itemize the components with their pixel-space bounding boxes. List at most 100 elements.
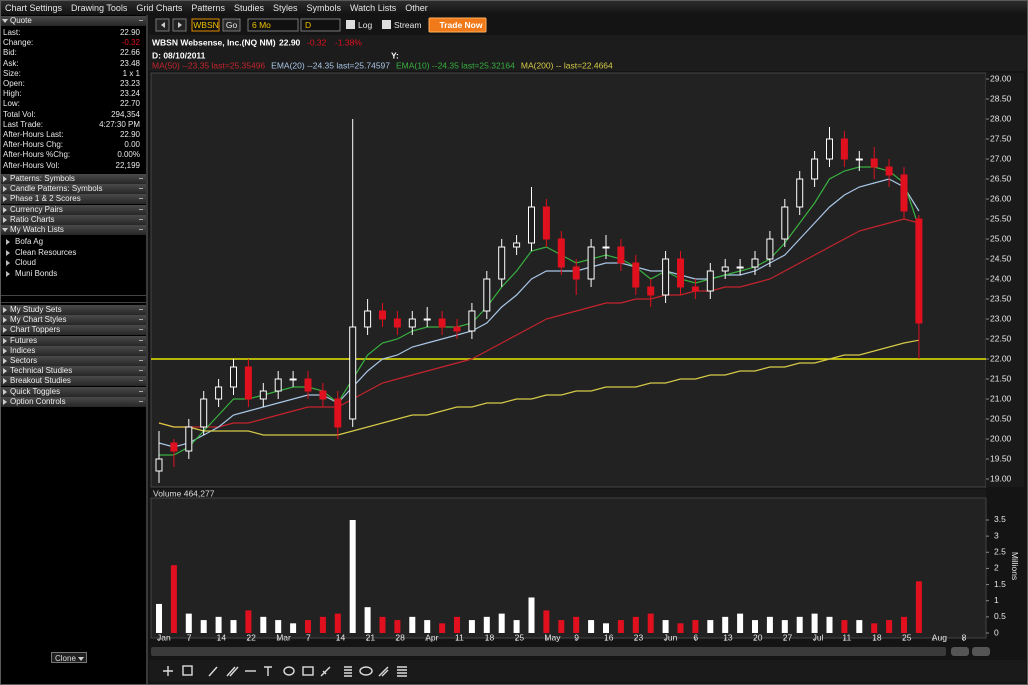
panel-header[interactable]: Quick Toggles <box>1 386 146 397</box>
y-tick-label: 21.00 <box>990 393 1012 403</box>
menu-item[interactable]: Other <box>405 3 428 13</box>
menu-item[interactable]: Drawing Tools <box>71 3 128 13</box>
select-tool[interactable] <box>182 665 193 676</box>
panel-header[interactable]: Futures <box>1 335 146 346</box>
x-tick-label: 25 <box>515 632 525 642</box>
candle-body <box>393 318 401 328</box>
zoom-in[interactable] <box>951 647 969 656</box>
quote-header[interactable]: Quote <box>1 16 146 26</box>
panel-header[interactable]: Option Controls <box>1 396 146 407</box>
volume-bar <box>513 620 520 633</box>
zoom-out[interactable] <box>972 647 990 656</box>
x-tick-label: Apr <box>425 632 438 642</box>
legend-entry: MA(200) -- last=22.4664 <box>521 60 613 70</box>
quote-row: Ask: 23.48 <box>3 59 140 69</box>
watch-list-item[interactable]: Cloud <box>6 258 36 268</box>
legend-entry: EMA(20) --24.35 last=25.74597 <box>271 60 390 70</box>
volume-bar <box>319 616 326 633</box>
quote-row: After-Hours Chg: 0.00 <box>3 140 140 150</box>
panel-header[interactable]: Phase 1 & 2 Scores <box>1 194 146 205</box>
chart-title: WBSN Websense, Inc.(NQ NM) <box>152 37 276 47</box>
x-tick-label: 8 <box>962 632 967 642</box>
quote-label: After-Hours %Chg: <box>3 150 71 160</box>
volume-bar <box>543 610 550 633</box>
y-tick-label: 20.00 <box>990 433 1012 443</box>
drawing-tools[interactable] <box>163 665 407 677</box>
panel-header[interactable]: Indices <box>1 345 146 356</box>
scrollbar[interactable] <box>151 647 946 656</box>
ma-line <box>158 178 920 448</box>
go-text: Go <box>226 20 238 30</box>
rect-tool[interactable] <box>302 666 314 676</box>
y2-tick-label: 3.5 <box>994 514 1006 524</box>
period-select[interactable] <box>247 18 299 32</box>
panel-header[interactable]: Chart Toppers <box>1 325 146 336</box>
candle-body <box>259 390 267 400</box>
menu-item[interactable]: Styles <box>272 3 298 13</box>
menu-item[interactable]: Watch Lists <box>350 3 397 13</box>
panel-header[interactable]: Candle Patterns: Symbols <box>1 184 146 195</box>
panel-header[interactable]: My Chart Styles <box>1 315 146 326</box>
clone-select[interactable]: Clone <box>51 652 87 663</box>
log-checkbox[interactable] <box>346 20 355 29</box>
volume-bar <box>454 616 460 633</box>
trade-now-button[interactable] <box>428 17 487 33</box>
panel-header[interactable]: Breakout Studies <box>1 376 146 387</box>
panel-header[interactable]: Ratio Charts <box>1 214 146 225</box>
panel-header[interactable]: Currency Pairs <box>1 204 146 215</box>
volume-bar <box>394 620 401 633</box>
menu-item[interactable]: Grid Charts <box>136 3 183 13</box>
volume-bar <box>468 620 475 633</box>
quote-label: After-Hours Vol: <box>3 160 60 170</box>
fan-tool[interactable] <box>378 666 389 677</box>
candle-body <box>379 310 386 320</box>
channel-tool[interactable] <box>226 666 239 677</box>
watch-lists-header[interactable]: My Watch Lists <box>1 225 146 235</box>
menu-item[interactable]: Symbols <box>306 3 342 13</box>
panel-header[interactable]: Sectors <box>1 356 146 366</box>
panel-header[interactable]: My Study Sets <box>1 305 146 315</box>
stream-checkbox[interactable] <box>382 20 391 29</box>
panel-header[interactable]: Patterns: Symbols <box>1 174 146 184</box>
watch-list-item[interactable]: Clean Resources <box>5 247 77 257</box>
ellipse-tool[interactable] <box>283 666 295 676</box>
menu-item[interactable]: Patterns <box>191 3 225 13</box>
volume-bar <box>215 616 222 633</box>
quote-row: Change: -0.32 <box>3 38 140 48</box>
quote-value: 1 x 1 <box>122 68 140 78</box>
watch-list-item[interactable]: Muni Bonds <box>5 268 58 278</box>
quote-value: 0.00 <box>124 140 140 150</box>
watch-list-item[interactable]: Bofa Ag <box>5 237 44 246</box>
interval-select[interactable] <box>300 18 341 32</box>
cursor-date: D: 08/10/2011 <box>152 50 206 60</box>
menu-bar: Chart Settings Drawing Tools Grid Charts Pa… <box>1 1 1027 15</box>
quote-value: 294,354 <box>111 109 140 119</box>
candle-body <box>855 158 863 161</box>
text-tool[interactable] <box>264 666 272 676</box>
crosshair-tool[interactable] <box>163 666 173 676</box>
arrow-tool[interactable] <box>320 666 331 677</box>
candle-body <box>542 206 550 240</box>
quote-value: 23.23 <box>119 79 140 88</box>
note-tool[interactable] <box>359 666 373 676</box>
quote-value: 22.66 <box>119 48 140 58</box>
x-tick-label: 18 <box>485 632 495 642</box>
toolbar-buttons[interactable] <box>155 17 487 33</box>
volume-bar <box>617 620 624 633</box>
price-change-pct: -1.38% <box>335 37 362 47</box>
symbol-input[interactable] <box>191 18 220 32</box>
volume-bar <box>811 613 818 633</box>
x-tick-label: 28 <box>395 632 405 642</box>
quote-row: Bid: 22.66 <box>3 48 140 58</box>
go-button[interactable] <box>222 18 241 32</box>
menu-item[interactable]: Chart Settings <box>5 3 63 13</box>
x-tick-label: 9 <box>574 632 579 642</box>
menu-tool[interactable] <box>397 666 407 677</box>
line-tool[interactable] <box>208 666 218 677</box>
y-tick-label: 26.50 <box>990 173 1012 183</box>
fib-tool[interactable] <box>344 666 352 677</box>
price-axis-bg <box>986 73 1024 487</box>
panel-header[interactable]: Technical Studies <box>1 366 146 377</box>
candle-body <box>751 258 759 268</box>
menu-item[interactable]: Studies <box>233 3 264 13</box>
